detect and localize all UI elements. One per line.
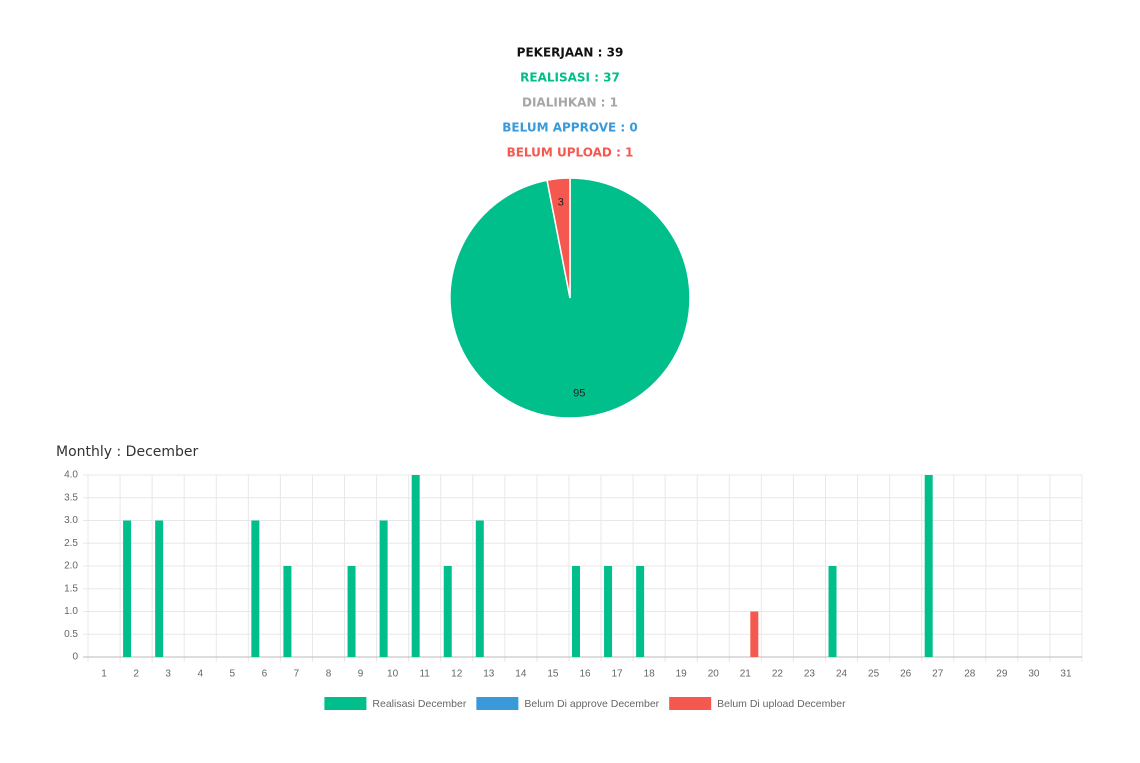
x-tick-label: 5 [230, 669, 236, 680]
y-tick-label: 1.5 [64, 583, 78, 594]
bar [828, 566, 837, 657]
chart-title: Monthly : December [56, 444, 199, 460]
x-tick-label: 15 [547, 669, 559, 680]
bar [750, 611, 759, 657]
x-tick-label: 10 [387, 669, 399, 680]
x-tick-label: 31 [1060, 669, 1072, 680]
slice-label: 3 [558, 196, 564, 208]
legend-label: Realisasi December [372, 698, 466, 710]
legend-swatch [324, 697, 367, 710]
x-tick-label: 28 [964, 669, 976, 680]
x-tick-label: 3 [165, 669, 171, 680]
y-tick-label: 3.5 [64, 492, 78, 503]
x-tick-label: 16 [579, 669, 591, 680]
x-tick-label: 27 [932, 669, 944, 680]
legend-label: Belum Di upload December [717, 698, 846, 710]
x-tick-label: 1 [101, 669, 107, 680]
pie-slice [546, 177, 571, 299]
header-line: BELUM UPLOAD : 1 [507, 146, 634, 160]
x-tick-label: 11 [419, 669, 430, 680]
bar [379, 520, 388, 657]
x-tick-label: 19 [676, 669, 688, 680]
bar [636, 566, 645, 657]
bar [572, 566, 580, 657]
x-tick-label: 17 [612, 669, 624, 680]
bar [251, 520, 260, 657]
x-tick-label: 29 [996, 669, 1008, 680]
y-tick-label: 0 [72, 652, 78, 663]
x-tick-label: 21 [740, 669, 752, 680]
x-tick-label: 23 [804, 669, 816, 680]
x-tick-label: 12 [451, 669, 463, 680]
x-tick-label: 13 [483, 669, 495, 680]
x-tick-label: 14 [515, 669, 527, 680]
bar [924, 475, 933, 657]
y-tick-label: 2.5 [64, 538, 78, 549]
bar [411, 475, 420, 657]
x-tick-label: 8 [326, 669, 332, 680]
legend-label: Belum Di approve December [524, 698, 659, 710]
bar [475, 520, 484, 657]
bar [155, 520, 164, 657]
bar [347, 566, 356, 657]
x-tick-label: 2 [133, 669, 139, 680]
header-line: PEKERJAAN : 39 [517, 46, 624, 60]
y-tick-label: 2.0 [64, 561, 78, 572]
x-tick-label: 25 [868, 669, 880, 680]
bar [123, 520, 132, 657]
x-tick-label: 9 [358, 669, 364, 680]
y-tick-label: 4.0 [64, 470, 78, 481]
legend-swatch [476, 697, 519, 710]
header-line: REALISASI : 37 [520, 71, 620, 85]
bar [604, 566, 613, 657]
x-tick-label: 4 [197, 669, 203, 680]
x-tick-label: 7 [294, 669, 300, 680]
x-tick-label: 20 [708, 669, 720, 680]
header-line: DIALIHKAN : 1 [522, 96, 618, 110]
y-tick-label: 1.0 [64, 606, 78, 617]
y-tick-label: 3.0 [64, 515, 78, 526]
slice-label: 95 [573, 387, 585, 399]
y-tick-label: 0.5 [64, 629, 78, 640]
x-tick-label: 30 [1028, 669, 1040, 680]
legend-swatch [669, 697, 712, 710]
x-tick-label: 24 [836, 669, 848, 680]
x-tick-label: 18 [644, 669, 656, 680]
x-tick-label: 26 [900, 669, 912, 680]
header-line: BELUM APPROVE : 0 [502, 121, 637, 135]
bar [283, 566, 292, 657]
x-tick-label: 6 [262, 669, 268, 680]
bar [443, 566, 452, 657]
x-tick-label: 22 [772, 669, 784, 680]
